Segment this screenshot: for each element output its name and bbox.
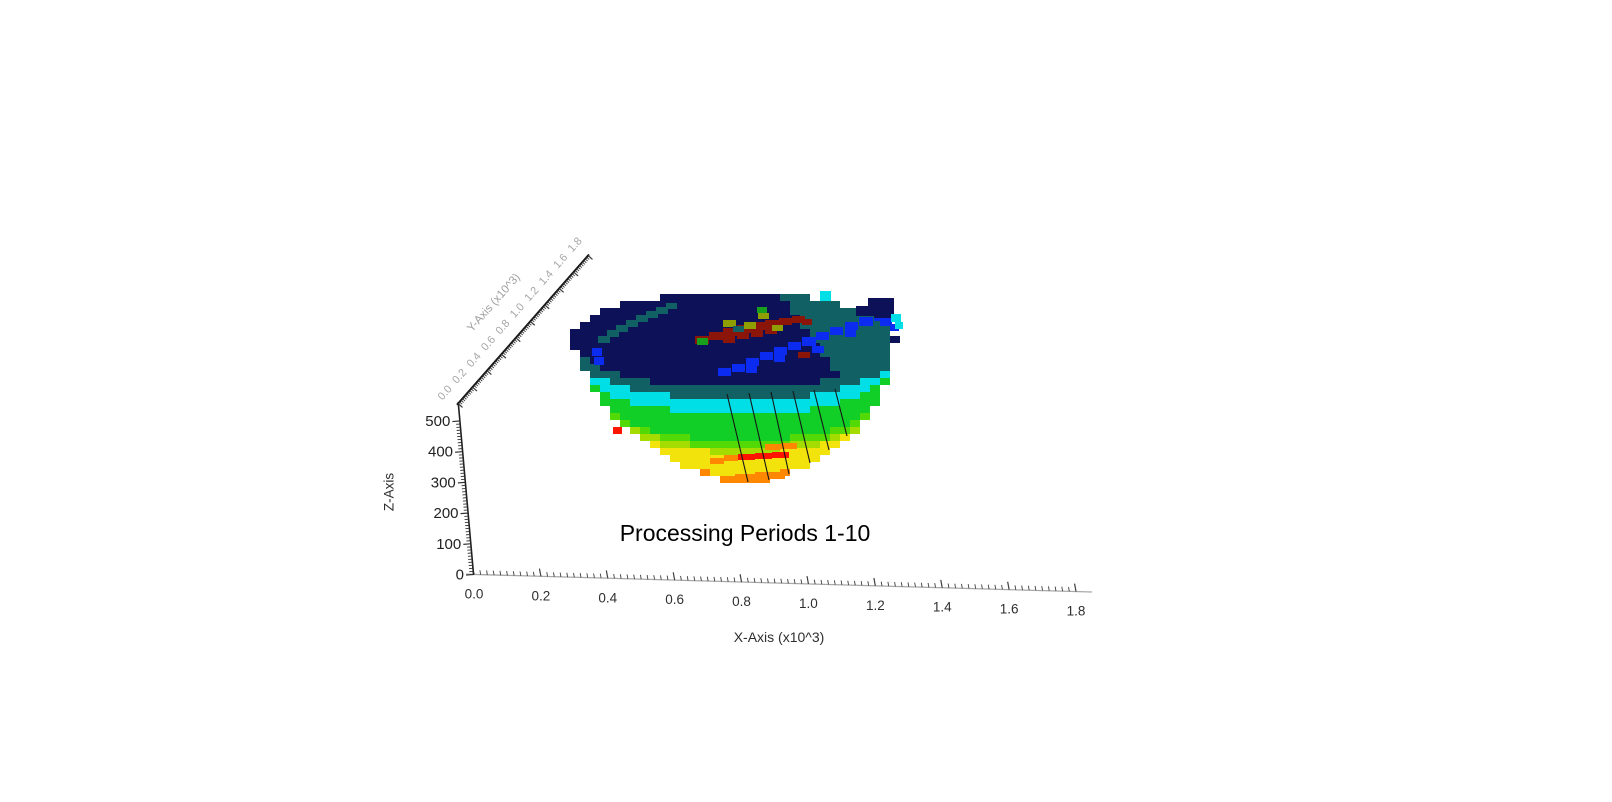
x-axis: 0.0 0.2 0.4 0.6 0.8 1.0 1.2 1.4 1.6 1.8 [465,566,1093,619]
x-axis-tick-label: 0.0 [465,587,484,602]
y-axis-tick-label: 0.4 [465,350,484,369]
x-axis-tick-label: 0.4 [598,590,617,605]
y-axis-tick-label: 1.0 [508,301,527,320]
z-axis-tick-label: 200 [433,505,458,522]
z-axis: 0 100 200 300 400 500 [425,401,475,584]
y-axis-tick-label: 1.2 [522,285,541,304]
y-axis-tick-label: 1.8 [566,235,585,254]
x-axis-tick-label: 0.2 [531,588,550,603]
y-axis-tick-label: 0.2 [450,367,469,386]
y-axis: 0.00.20.40.60.81.01.21.41.61.8 [436,235,593,408]
x-axis-tick-label: 1.4 [933,600,952,615]
x-axis-tick-label: 0.6 [665,592,684,607]
pit-block-model [570,291,903,483]
y-axis-tick-label: 1.6 [551,252,570,271]
x-axis-tick-label: 1.8 [1067,604,1086,619]
y-axis-tick-label: 1.4 [537,268,556,287]
z-axis-tick-label: 500 [425,413,450,430]
x-axis-tick-label: 1.6 [1000,602,1019,617]
y-axis-tick-label: 0.6 [479,334,498,353]
z-axis-tick-label: 400 [428,444,453,461]
z-axis-tick-label: 100 [436,536,461,553]
z-axis-tick-label: 0 [456,567,464,584]
y-axis-tick-label: 0.8 [493,318,512,337]
y-axis-tick-label: 0.0 [436,383,455,402]
x-axis-tick-label: 1.0 [799,596,818,611]
x-axis-tick-label: 0.8 [732,594,751,609]
x-axis-tick-label: 1.2 [866,598,885,613]
section-lines [726,388,848,483]
z-axis-tick-label: 300 [431,474,456,491]
